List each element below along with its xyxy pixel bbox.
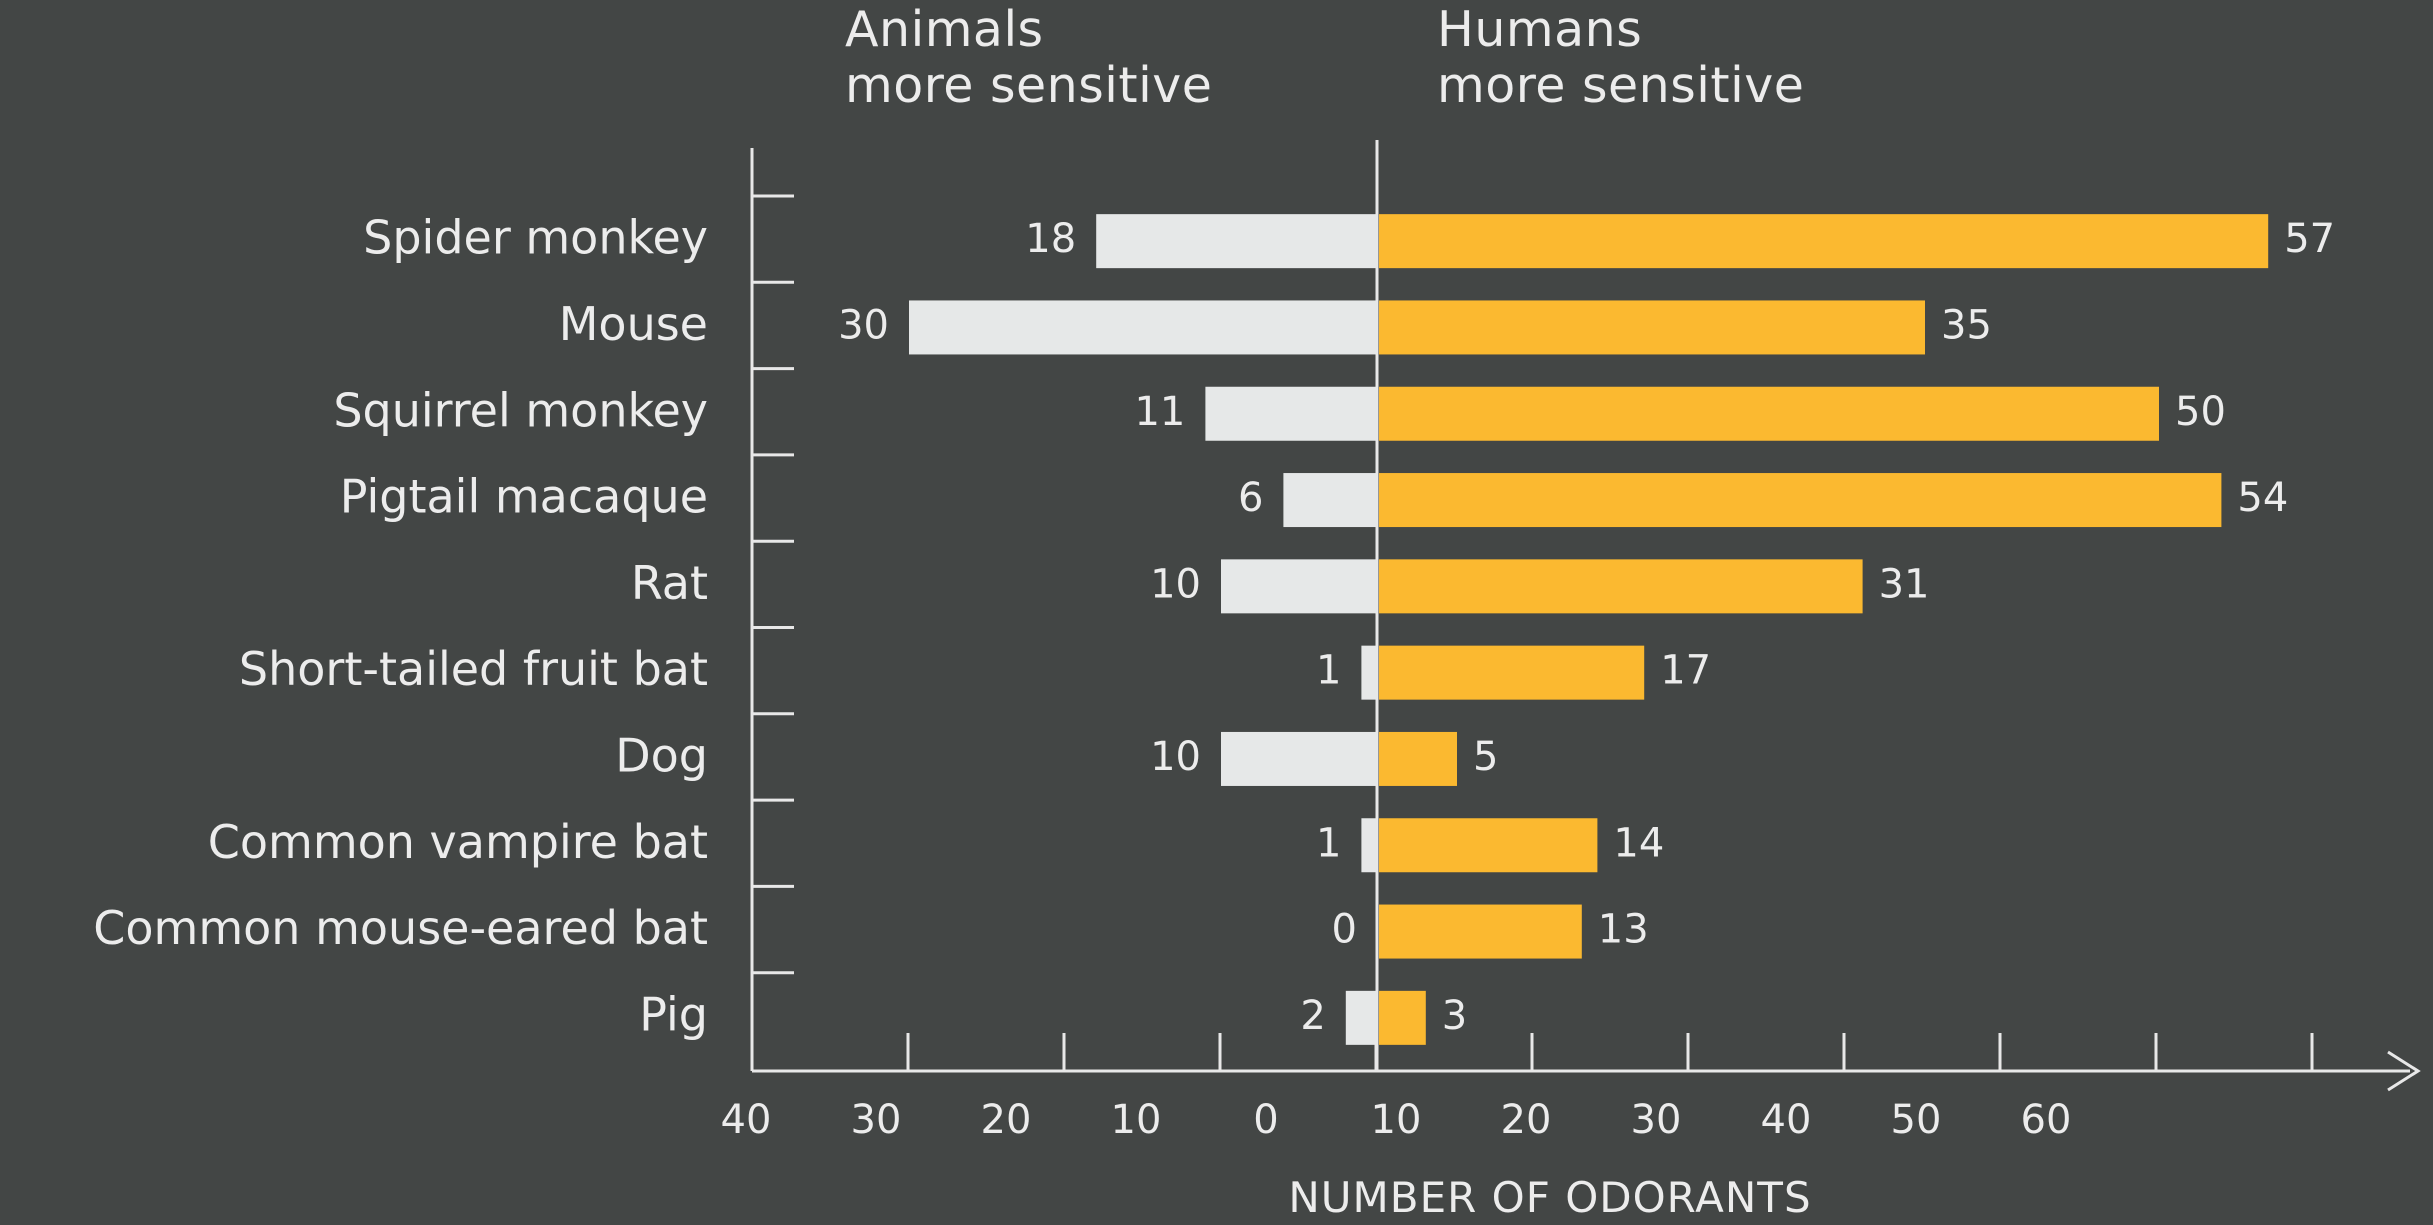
value-label-animals: 1 bbox=[1316, 820, 1341, 866]
x-tick-label: 50 bbox=[1891, 1097, 1942, 1143]
value-label-humans: 14 bbox=[1613, 820, 1664, 866]
value-label-humans: 57 bbox=[2284, 216, 2335, 262]
bar-animals-9 bbox=[1345, 990, 1377, 1045]
value-label-animals: 10 bbox=[1150, 734, 1201, 780]
bar-animals-2 bbox=[1205, 386, 1377, 441]
bar-humans-2 bbox=[1379, 386, 2159, 441]
value-label-humans: 31 bbox=[1879, 561, 1930, 607]
value-label-animals: 30 bbox=[838, 302, 889, 348]
header-animals-more-sensitive: Animals more sensitive bbox=[845, 1, 1213, 114]
bar-animals-3 bbox=[1283, 473, 1377, 528]
bar-humans-8 bbox=[1379, 904, 1582, 959]
bar-animals-0 bbox=[1096, 214, 1377, 269]
value-label-animals: 6 bbox=[1238, 475, 1263, 521]
value-label-humans: 13 bbox=[1598, 907, 1649, 953]
x-tick-label: 30 bbox=[851, 1097, 902, 1143]
value-label-animals: 18 bbox=[1025, 216, 1076, 262]
bar-humans-1 bbox=[1379, 300, 1925, 355]
value-label-animals: 11 bbox=[1134, 389, 1185, 435]
value-label-humans: 3 bbox=[1442, 993, 1467, 1039]
bar-animals-5 bbox=[1361, 645, 1377, 700]
x-tick-label: 40 bbox=[721, 1097, 772, 1143]
category-label: Short-tailed fruit bat bbox=[239, 642, 708, 696]
bar-humans-0 bbox=[1379, 214, 2269, 269]
value-label-humans: 5 bbox=[1473, 734, 1498, 780]
bar-animals-1 bbox=[909, 300, 1377, 355]
value-label-humans: 50 bbox=[2175, 389, 2226, 435]
category-label: Rat bbox=[631, 556, 708, 610]
x-tick-label: 30 bbox=[1631, 1097, 1682, 1143]
x-tick-label: 10 bbox=[1371, 1097, 1422, 1143]
x-axis-title: NUMBER OF ODORANTS bbox=[1288, 1173, 1811, 1222]
bar-humans-5 bbox=[1379, 645, 1645, 700]
value-label-humans: 17 bbox=[1660, 648, 1711, 694]
value-label-animals: 0 bbox=[1332, 907, 1357, 953]
value-label-humans: 35 bbox=[1941, 302, 1992, 348]
category-label: Spider monkey bbox=[363, 211, 708, 265]
x-tick-label: 20 bbox=[981, 1097, 1032, 1143]
category-label: Pigtail macaque bbox=[340, 470, 708, 524]
category-label: Squirrel monkey bbox=[333, 383, 708, 437]
value-label-humans: 54 bbox=[2237, 475, 2288, 521]
x-tick-label: 20 bbox=[1501, 1097, 1552, 1143]
x-tick-label: 40 bbox=[1761, 1097, 1812, 1143]
x-axis-arrow bbox=[2387, 1050, 2421, 1092]
value-label-animals: 10 bbox=[1150, 561, 1201, 607]
bar-humans-7 bbox=[1379, 818, 1598, 873]
category-label: Common mouse-eared bat bbox=[93, 901, 708, 955]
x-tick-label: 0 bbox=[1253, 1097, 1278, 1143]
bar-humans-9 bbox=[1379, 990, 1426, 1045]
bar-animals-6 bbox=[1221, 731, 1377, 786]
bar-animals-7 bbox=[1361, 818, 1377, 873]
x-tick-label: 10 bbox=[1111, 1097, 1162, 1143]
category-label: Common vampire bat bbox=[208, 815, 708, 869]
value-label-animals: 1 bbox=[1316, 648, 1341, 694]
category-label: Dog bbox=[615, 728, 708, 782]
header-humans-more-sensitive: Humans more sensitive bbox=[1437, 1, 1805, 114]
bar-animals-4 bbox=[1221, 559, 1377, 614]
x-tick-label: 60 bbox=[2021, 1097, 2072, 1143]
bar-humans-3 bbox=[1379, 473, 2222, 528]
bar-humans-6 bbox=[1379, 731, 1457, 786]
bar-humans-4 bbox=[1379, 559, 1863, 614]
category-label: Pig bbox=[639, 987, 708, 1041]
category-label: Mouse bbox=[559, 297, 708, 351]
value-label-animals: 2 bbox=[1300, 993, 1325, 1039]
